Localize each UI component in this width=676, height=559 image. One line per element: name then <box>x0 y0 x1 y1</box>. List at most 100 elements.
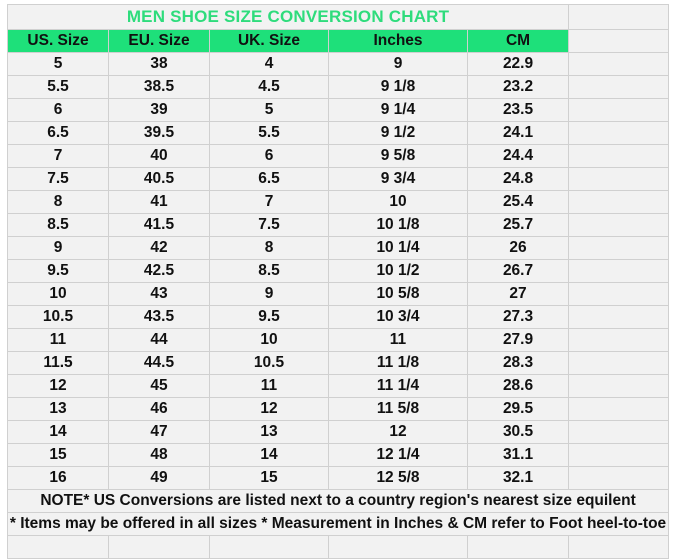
cell-eu-size[interactable]: 48 <box>108 443 210 467</box>
empty-cell[interactable] <box>568 397 670 421</box>
cell-us-size[interactable]: 6 <box>7 98 109 122</box>
empty-cell[interactable] <box>568 4 670 30</box>
cell-inches[interactable]: 9 1/2 <box>328 121 468 145</box>
cell-cm[interactable]: 25.7 <box>466 213 570 237</box>
cell-us-size[interactable]: 7.5 <box>7 167 109 191</box>
cell-uk-size[interactable]: 6.5 <box>209 167 329 191</box>
cell-us-size[interactable]: 7 <box>7 144 109 168</box>
cell-cm[interactable]: 24.8 <box>466 167 570 191</box>
cell-uk-size[interactable]: 7.5 <box>209 213 329 237</box>
empty-cell[interactable] <box>466 535 570 559</box>
cell-inches[interactable]: 9 3/4 <box>328 167 468 191</box>
cell-inches[interactable]: 10 <box>328 190 468 214</box>
cell-eu-size[interactable]: 41.5 <box>108 213 210 237</box>
cell-eu-size[interactable]: 39.5 <box>108 121 210 145</box>
cell-eu-size[interactable]: 43.5 <box>108 305 210 329</box>
cell-uk-size[interactable]: 6 <box>209 144 329 168</box>
cell-cm[interactable]: 26.7 <box>466 259 570 283</box>
note-row[interactable]: * Items may be offered in all sizes * Me… <box>6 512 670 536</box>
empty-cell[interactable] <box>568 98 670 122</box>
cell-us-size[interactable]: 8.5 <box>7 213 109 237</box>
cell-cm[interactable]: 27.9 <box>466 328 570 352</box>
cell-eu-size[interactable]: 47 <box>108 420 210 444</box>
cell-uk-size[interactable]: 4 <box>209 52 329 76</box>
cell-uk-size[interactable]: 15 <box>209 466 329 490</box>
cell-cm[interactable]: 22.9 <box>466 52 570 76</box>
column-header-eu[interactable]: EU. Size <box>108 29 210 53</box>
cell-us-size[interactable]: 11.5 <box>7 351 109 375</box>
cell-cm[interactable]: 25.4 <box>466 190 570 214</box>
cell-uk-size[interactable]: 8 <box>209 236 329 260</box>
cell-inches[interactable]: 11 1/8 <box>328 351 468 375</box>
cell-inches[interactable]: 10 3/4 <box>328 305 468 329</box>
cell-us-size[interactable]: 9 <box>7 236 109 260</box>
cell-us-size[interactable]: 10 <box>7 282 109 306</box>
cell-eu-size[interactable]: 38.5 <box>108 75 210 99</box>
empty-cell[interactable] <box>568 282 670 306</box>
cell-inches[interactable]: 10 5/8 <box>328 282 468 306</box>
cell-us-size[interactable]: 8 <box>7 190 109 214</box>
column-header-inches[interactable]: Inches <box>328 29 468 53</box>
cell-uk-size[interactable]: 10.5 <box>209 351 329 375</box>
cell-inches[interactable]: 9 5/8 <box>328 144 468 168</box>
cell-eu-size[interactable]: 38 <box>108 52 210 76</box>
cell-uk-size[interactable]: 7 <box>209 190 329 214</box>
cell-inches[interactable]: 11 5/8 <box>328 397 468 421</box>
empty-cell[interactable] <box>568 328 670 352</box>
cell-cm[interactable]: 27 <box>466 282 570 306</box>
cell-inches[interactable]: 11 <box>328 328 468 352</box>
empty-cell[interactable] <box>568 52 670 76</box>
cell-eu-size[interactable]: 45 <box>108 374 210 398</box>
empty-cell[interactable] <box>568 121 670 145</box>
cell-cm[interactable]: 24.1 <box>466 121 570 145</box>
cell-inches[interactable]: 11 1/4 <box>328 374 468 398</box>
cell-uk-size[interactable]: 5 <box>209 98 329 122</box>
empty-cell[interactable] <box>568 305 670 329</box>
cell-uk-size[interactable]: 13 <box>209 420 329 444</box>
cell-inches[interactable]: 10 1/2 <box>328 259 468 283</box>
cell-us-size[interactable]: 6.5 <box>7 121 109 145</box>
cell-eu-size[interactable]: 39 <box>108 98 210 122</box>
cell-us-size[interactable]: 5.5 <box>7 75 109 99</box>
cell-uk-size[interactable]: 5.5 <box>209 121 329 145</box>
cell-eu-size[interactable]: 41 <box>108 190 210 214</box>
cell-uk-size[interactable]: 14 <box>209 443 329 467</box>
cell-us-size[interactable]: 15 <box>7 443 109 467</box>
empty-cell[interactable] <box>568 374 670 398</box>
column-header-uk[interactable]: UK. Size <box>209 29 329 53</box>
empty-cell[interactable] <box>568 144 670 168</box>
cell-us-size[interactable]: 11 <box>7 328 109 352</box>
cell-inches[interactable]: 9 1/4 <box>328 98 468 122</box>
empty-cell[interactable] <box>568 167 670 191</box>
cell-cm[interactable]: 24.4 <box>466 144 570 168</box>
cell-cm[interactable]: 26 <box>466 236 570 260</box>
empty-cell[interactable] <box>568 420 670 444</box>
cell-inches[interactable]: 12 5/8 <box>328 466 468 490</box>
cell-uk-size[interactable]: 12 <box>209 397 329 421</box>
cell-us-size[interactable]: 12 <box>7 374 109 398</box>
cell-inches[interactable]: 12 1/4 <box>328 443 468 467</box>
cell-eu-size[interactable]: 44 <box>108 328 210 352</box>
cell-uk-size[interactable]: 11 <box>209 374 329 398</box>
cell-cm[interactable]: 30.5 <box>466 420 570 444</box>
cell-eu-size[interactable]: 42 <box>108 236 210 260</box>
cell-us-size[interactable]: 5 <box>7 52 109 76</box>
empty-cell[interactable] <box>568 190 670 214</box>
cell-us-size[interactable]: 9.5 <box>7 259 109 283</box>
cell-uk-size[interactable]: 4.5 <box>209 75 329 99</box>
cell-eu-size[interactable]: 40 <box>108 144 210 168</box>
cell-cm[interactable]: 27.3 <box>466 305 570 329</box>
empty-cell[interactable] <box>568 351 670 375</box>
cell-eu-size[interactable]: 40.5 <box>108 167 210 191</box>
empty-cell[interactable] <box>209 535 329 559</box>
empty-cell[interactable] <box>568 466 670 490</box>
cell-us-size[interactable]: 10.5 <box>7 305 109 329</box>
cell-uk-size[interactable]: 9.5 <box>209 305 329 329</box>
cell-inches[interactable]: 10 1/8 <box>328 213 468 237</box>
cell-us-size[interactable]: 13 <box>7 397 109 421</box>
empty-cell[interactable] <box>108 535 210 559</box>
cell-inches[interactable]: 10 1/4 <box>328 236 468 260</box>
note-row[interactable]: NOTE* US Conversions are listed next to … <box>6 489 670 513</box>
cell-cm[interactable]: 23.5 <box>466 98 570 122</box>
empty-cell[interactable] <box>7 535 109 559</box>
